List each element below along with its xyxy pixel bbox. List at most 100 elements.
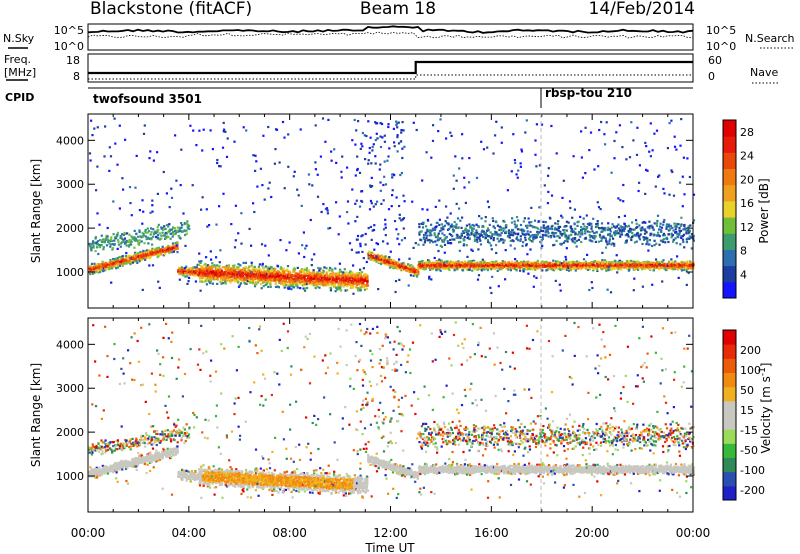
power-cell xyxy=(313,253,316,256)
power-cell xyxy=(471,259,474,262)
power-cell xyxy=(535,265,539,268)
power-cell xyxy=(332,272,335,275)
power-cell xyxy=(340,274,343,277)
power-cell xyxy=(388,266,392,269)
power-cell xyxy=(126,259,129,262)
power-cell xyxy=(315,275,318,278)
power-cell xyxy=(355,283,359,287)
power-cell xyxy=(487,229,490,232)
power-cell xyxy=(482,235,485,238)
power-cell xyxy=(281,282,284,285)
power-cell xyxy=(562,260,566,263)
power-cell xyxy=(359,273,362,276)
power-cell xyxy=(345,277,348,280)
power-cell xyxy=(111,263,114,266)
power-cell xyxy=(181,224,184,227)
power-cell xyxy=(251,277,254,280)
power-cell xyxy=(189,267,193,271)
power-cell xyxy=(198,272,202,275)
power-cell xyxy=(368,252,372,255)
power-cell xyxy=(318,273,321,277)
power-cell xyxy=(142,210,145,213)
power-cell xyxy=(109,239,112,243)
power-cell xyxy=(450,223,453,226)
power-cell xyxy=(248,227,251,230)
power-cell xyxy=(217,269,220,272)
power-cell xyxy=(423,241,426,244)
power-cell xyxy=(125,251,128,255)
power-cell xyxy=(499,234,502,237)
power-cell xyxy=(499,267,503,270)
power-cell xyxy=(495,231,498,234)
power-cell xyxy=(380,260,383,263)
power-cell xyxy=(206,272,209,275)
power-cell xyxy=(305,278,308,281)
power-cell xyxy=(284,279,287,283)
power-cell xyxy=(402,194,405,197)
power-cell xyxy=(344,289,347,292)
power-cell xyxy=(401,121,404,124)
power-cell xyxy=(264,277,267,280)
power-cell xyxy=(101,263,104,266)
power-cell xyxy=(96,240,100,243)
power-cell xyxy=(492,239,495,242)
power-cell xyxy=(108,242,111,245)
power-cell xyxy=(152,235,155,238)
power-cell xyxy=(496,263,499,267)
power-cell xyxy=(467,260,470,263)
power-cell xyxy=(95,241,98,244)
power-cell xyxy=(487,206,491,209)
power-cell xyxy=(103,269,106,272)
power-cell xyxy=(400,268,403,271)
power-cell xyxy=(151,254,154,257)
power-cell xyxy=(335,273,338,276)
power-cell xyxy=(312,284,315,287)
power-cell xyxy=(477,248,480,251)
power-cell xyxy=(384,255,387,258)
power-cell xyxy=(347,282,350,285)
power-cell xyxy=(435,243,438,246)
power-cell xyxy=(119,245,122,248)
power-cell xyxy=(297,252,300,255)
power-cell xyxy=(169,232,172,235)
power-cell xyxy=(260,273,263,276)
power-cell xyxy=(168,223,171,226)
power-cell xyxy=(441,266,444,269)
power-cell xyxy=(472,261,476,264)
power-cell xyxy=(519,162,522,165)
power-cell xyxy=(114,237,118,240)
power-cell xyxy=(347,275,350,278)
power-cell xyxy=(219,165,222,168)
power-cell xyxy=(340,280,344,283)
power-cell xyxy=(242,274,245,277)
nsearch-line xyxy=(87,31,694,39)
power-cell xyxy=(362,257,365,260)
power-cell xyxy=(436,236,439,239)
power-cell xyxy=(169,228,172,231)
power-cell xyxy=(516,228,520,231)
power-cell xyxy=(476,231,479,234)
power-cell xyxy=(495,120,498,123)
power-cell xyxy=(479,243,483,246)
power-cell xyxy=(330,287,333,290)
power-cell xyxy=(101,270,105,273)
power-cell xyxy=(216,267,219,270)
power-cell xyxy=(328,286,331,289)
freq-panel xyxy=(87,53,694,83)
power-cell xyxy=(192,129,195,132)
power-cell xyxy=(98,243,101,247)
power-cell xyxy=(380,202,383,205)
power-cell xyxy=(446,260,449,263)
power-cell xyxy=(386,242,389,245)
power-cell xyxy=(388,256,391,259)
power-cell xyxy=(419,238,422,241)
power-cell xyxy=(98,223,101,226)
power-cell xyxy=(254,169,257,172)
power-cell xyxy=(183,270,187,273)
power-cell xyxy=(93,267,96,270)
power-cell xyxy=(100,234,103,237)
power-cell xyxy=(191,272,194,275)
power-cell xyxy=(488,242,491,245)
power-cell xyxy=(98,246,101,249)
power-cell xyxy=(429,267,432,270)
